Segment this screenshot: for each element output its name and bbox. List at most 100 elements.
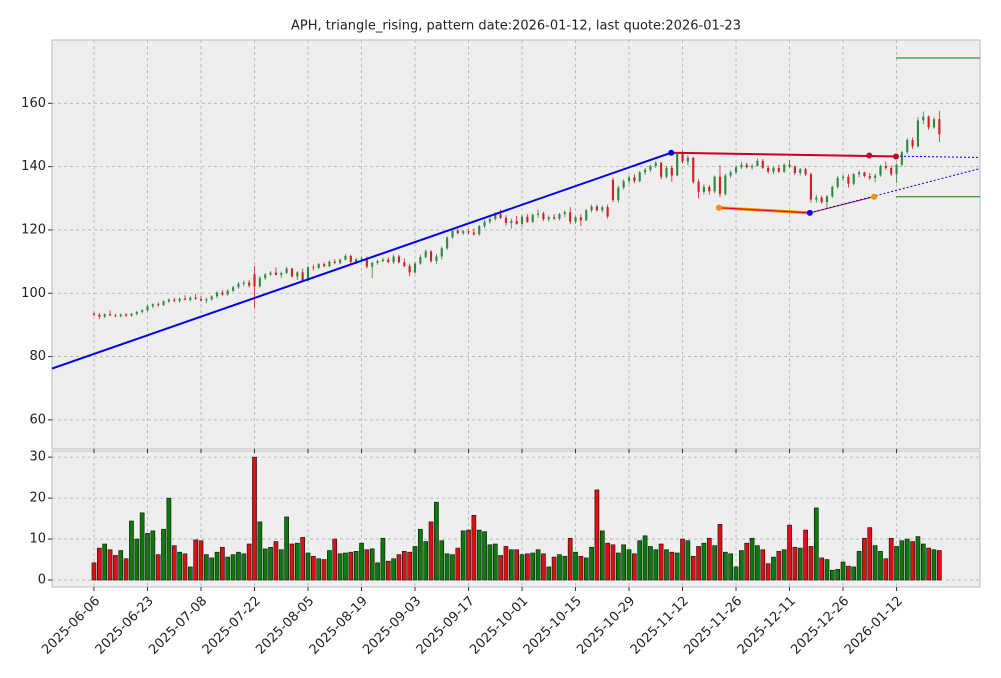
volume-bar [177,551,182,581]
volume-bar [102,543,108,581]
volume-bar [482,531,487,581]
candle-body [590,206,593,211]
candle-body [852,174,855,184]
volume-bar [669,551,675,581]
volume-bar [696,546,701,581]
volume-bar [594,489,600,581]
volume-bar [113,555,118,581]
volume-bar [471,515,477,581]
volume-bar [294,542,300,581]
volume-bar [690,555,696,581]
candle-body [558,214,561,219]
volume-bar [343,552,348,581]
volume-bar [728,553,734,581]
candle-body [890,167,893,175]
volume-bar [722,551,728,581]
volume-bar [123,558,129,581]
candle-body [836,178,839,187]
volume-bar [455,547,461,581]
candle-body [199,298,203,301]
candle-body [927,116,930,128]
volume-bar [888,537,894,581]
volume-bar [878,551,883,581]
volume-bar [648,546,653,581]
volume-bar [846,565,851,581]
candle-body [488,219,491,222]
candle-body [638,172,641,182]
volume-bar [557,554,562,581]
volume-bar [273,541,279,581]
candle-body [189,297,192,300]
volume-bar [797,547,803,581]
volume-bar [466,529,471,581]
candle-body [130,313,133,316]
volume-bar [391,558,396,581]
candle-body [724,175,727,194]
candle-body [205,299,208,301]
volume-bar [434,501,439,581]
volume-bar [894,546,899,581]
candle-body [264,274,267,279]
candle-body [141,310,144,312]
volume-bar [321,559,327,581]
candle-body [328,261,331,267]
volume-bar [803,529,808,581]
volume-bar [872,545,878,581]
volume-bar [937,550,942,581]
volume-bar [134,538,140,581]
volume-bar [257,521,263,581]
candle-body [333,261,336,263]
candle-body [451,230,454,238]
volume-bar [262,548,268,581]
candle-body [381,259,384,261]
volume-bar [97,547,102,581]
volume-bar [220,546,225,581]
candle-body [237,283,240,288]
candle-body [360,258,363,260]
pivot-marker [715,204,722,211]
candle-body [397,256,401,263]
volume-bar [605,542,610,581]
volume-bar [781,549,787,581]
candle-body [269,272,272,275]
volume-bar [91,562,97,581]
trend-line [809,168,981,214]
candle-body [280,272,283,275]
volume-bar [278,549,284,581]
candle-body [740,164,743,168]
candle-body [916,120,920,147]
pivot-marker [806,209,813,216]
candle-body [788,164,791,167]
volume-bar [589,546,594,581]
volume-bar [311,555,316,581]
candle-body [515,221,518,224]
volume-bar [161,528,166,581]
candle-body [713,176,716,192]
volume-bar [765,563,771,581]
candle-body [301,272,304,281]
candle-body [108,314,112,316]
volume-bar [514,549,520,581]
candle-body [670,167,673,176]
candle-body [804,169,807,175]
candle-body [874,175,877,179]
candle-body [312,267,315,269]
volume-bar [327,550,332,581]
volume-bar [749,537,755,581]
volume-bar [621,544,627,581]
x-tick-label: 2026-01-12 [842,594,906,658]
candle-body [355,259,358,262]
volume-bar [632,553,637,581]
volume-bar [418,528,423,581]
candle-body [858,172,861,175]
candle-body [339,259,342,263]
candle-body [483,221,486,227]
volume-bar [744,542,750,581]
volume-bar [171,545,177,581]
candle-body [697,181,700,192]
volume-bar [653,549,659,581]
volume-bar [439,540,445,581]
candle-body [531,214,534,222]
volume-bar [792,546,798,581]
volume-bar [380,537,386,581]
